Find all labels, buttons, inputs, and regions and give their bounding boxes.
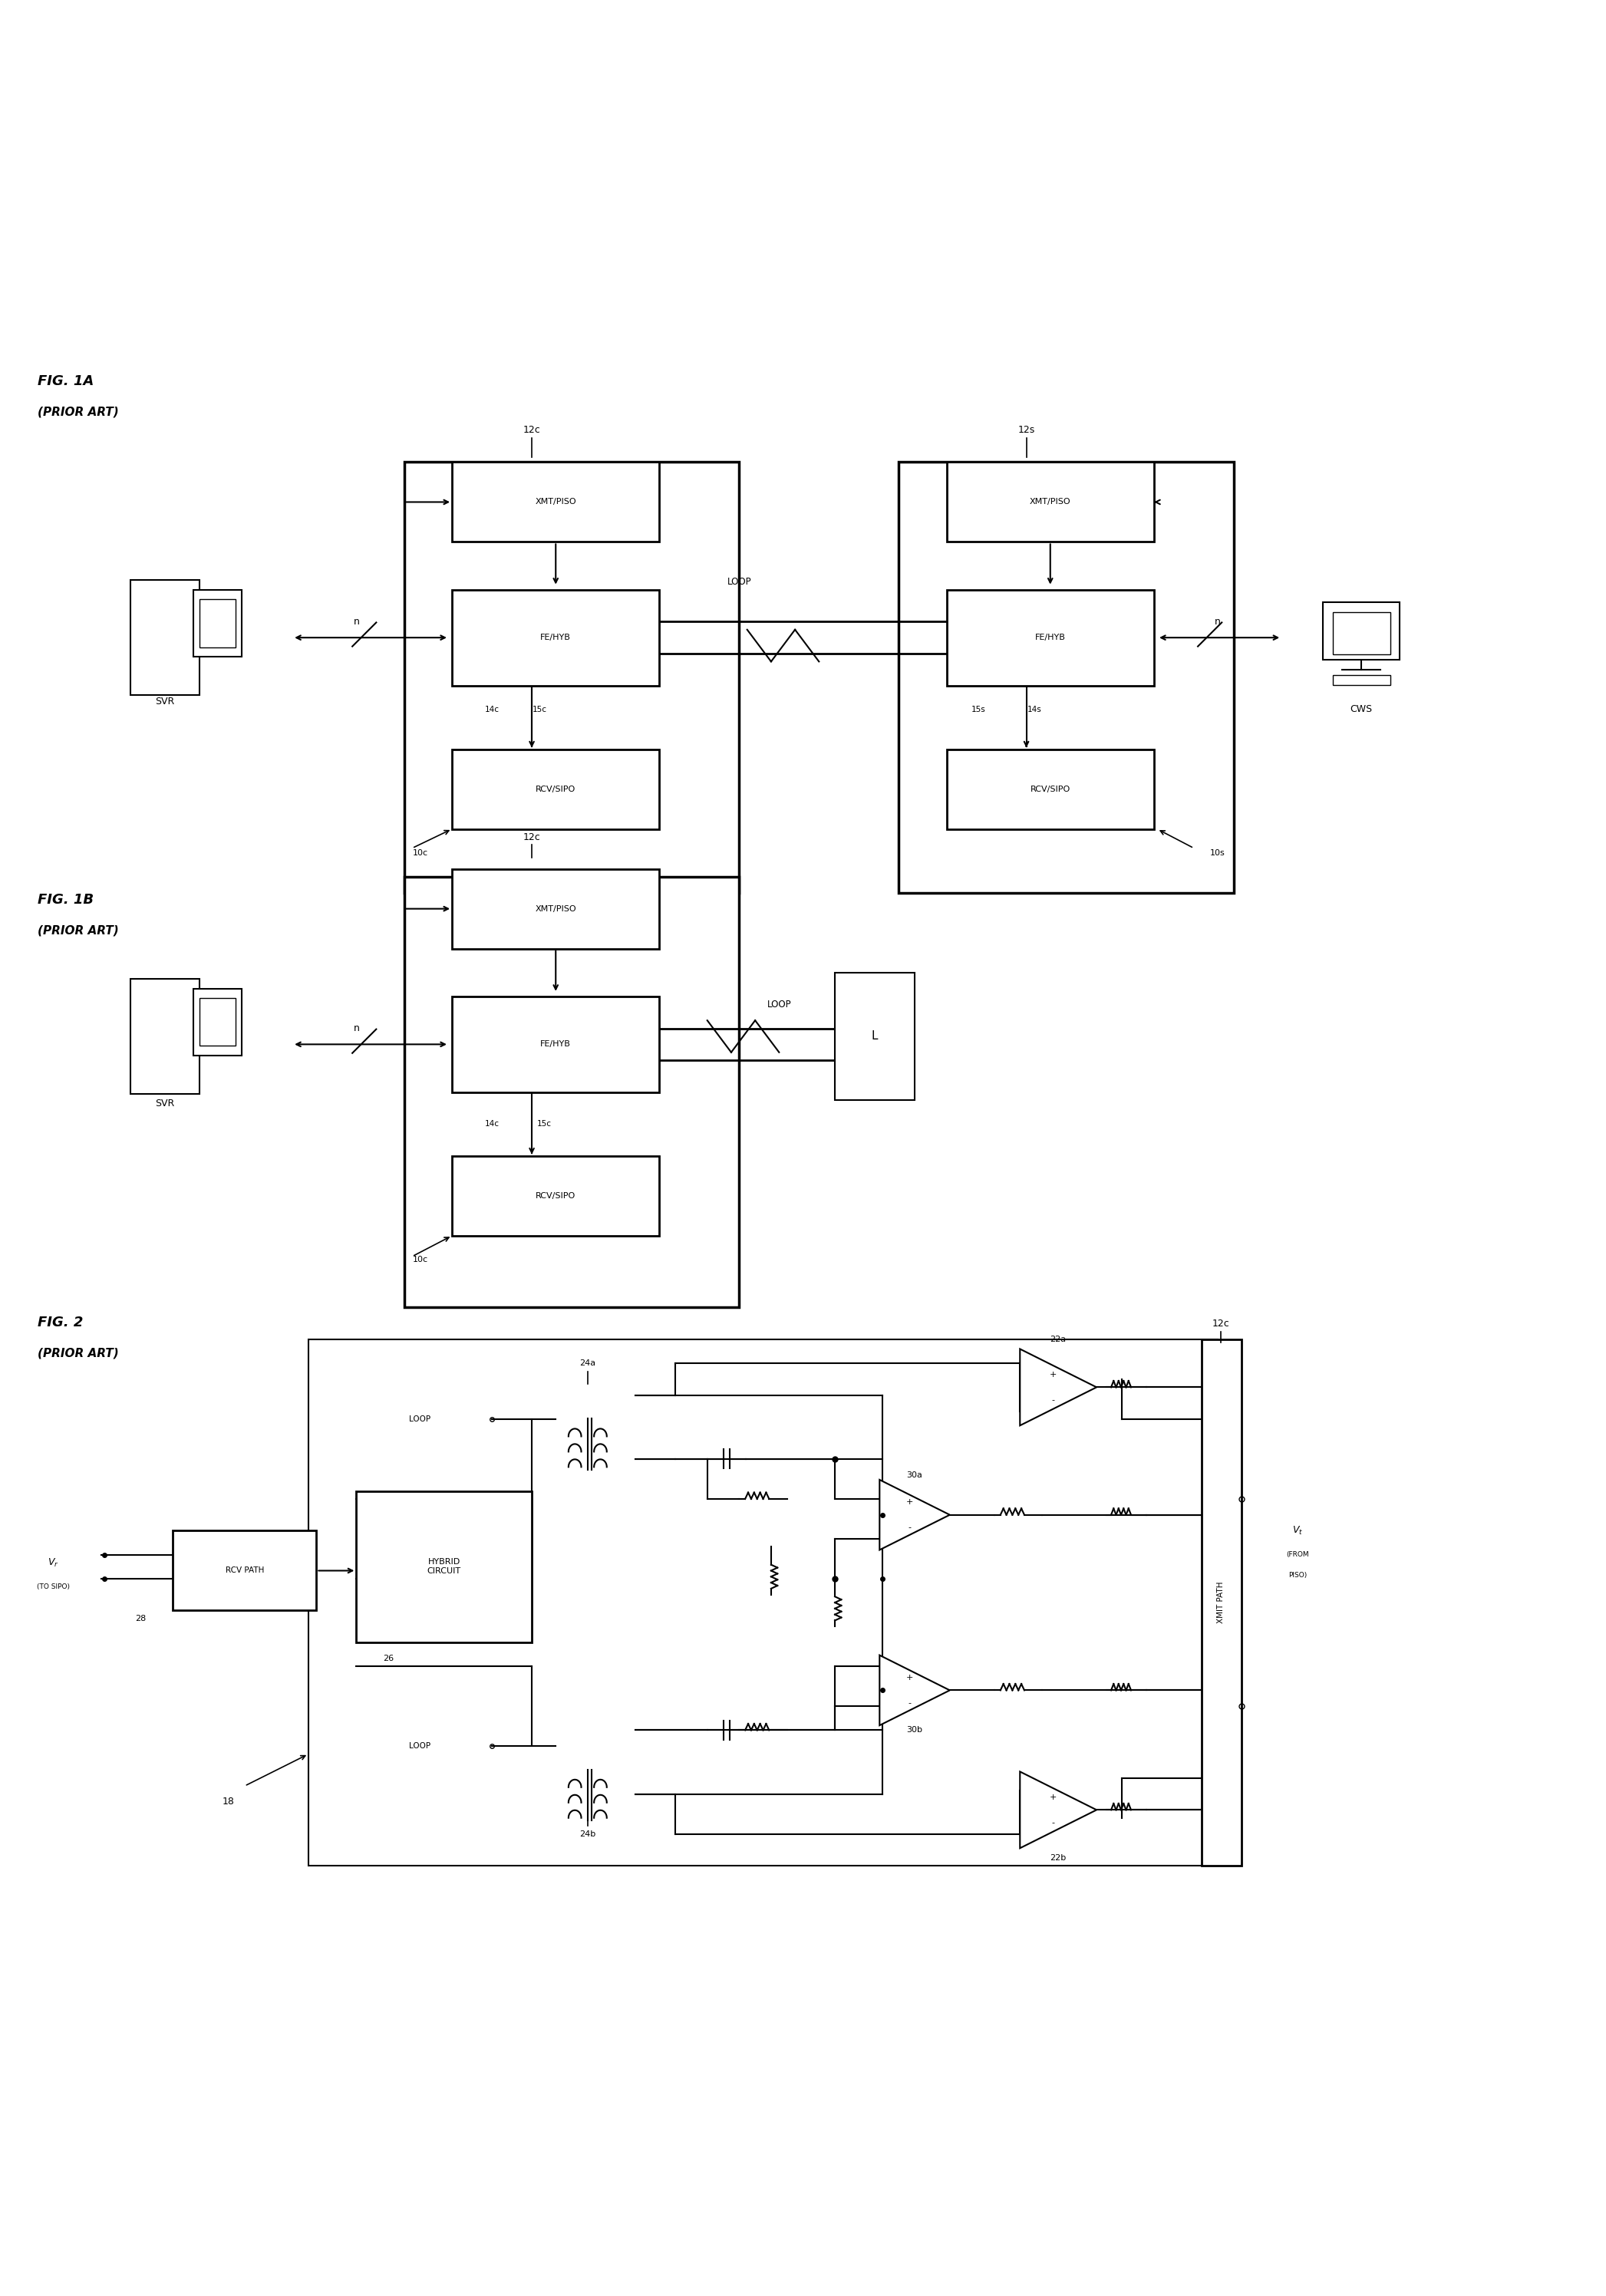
Text: 12s: 12s [1018, 425, 1034, 436]
Polygon shape [1020, 1350, 1097, 1426]
Text: 22b: 22b [1050, 1853, 1066, 1862]
Bar [199, 599, 236, 647]
Text: n: n [353, 618, 360, 627]
Bar [199, 999, 236, 1047]
Text: 14c: 14c [485, 705, 499, 714]
Text: 14c: 14c [485, 1120, 499, 1127]
Bar [194, 990, 241, 1056]
Text: 10s: 10s [1211, 850, 1225, 856]
Text: $V_t$: $V_t$ [1293, 1525, 1302, 1536]
FancyBboxPatch shape [405, 877, 739, 1306]
Text: 24b: 24b [580, 1830, 596, 1837]
Text: 30b: 30b [907, 1727, 923, 1733]
Bar [1333, 675, 1391, 684]
Text: 18: 18 [223, 1798, 234, 1807]
Text: PISO): PISO) [1288, 1573, 1307, 1580]
Text: RCV/SIPO: RCV/SIPO [1029, 785, 1070, 792]
Text: CWS: CWS [1351, 705, 1373, 714]
Text: RCV/SIPO: RCV/SIPO [536, 785, 577, 792]
Text: 12c: 12c [524, 831, 541, 843]
Text: 28: 28 [135, 1614, 146, 1623]
Text: n: n [353, 1024, 360, 1033]
Text: 10c: 10c [413, 1256, 427, 1263]
Bar [451, 1155, 660, 1235]
Bar [130, 978, 199, 1093]
Text: (PRIOR ART): (PRIOR ART) [37, 925, 119, 937]
Text: HYBRID
CIRCUIT: HYBRID CIRCUIT [427, 1559, 461, 1575]
Bar [451, 748, 660, 829]
Bar [946, 461, 1155, 542]
Text: 10c: 10c [413, 850, 427, 856]
FancyBboxPatch shape [1201, 1339, 1241, 1867]
Text: (FROM: (FROM [1286, 1552, 1309, 1559]
Text: LOOP: LOOP [768, 999, 792, 1010]
Text: n: n [1214, 618, 1221, 627]
Text: LOOP: LOOP [410, 1743, 430, 1750]
Text: FIG. 1B: FIG. 1B [37, 893, 93, 907]
Text: 30a: 30a [907, 1472, 923, 1479]
Text: (TO SIPO): (TO SIPO) [37, 1584, 69, 1591]
Text: 15c: 15c [538, 1120, 552, 1127]
Text: -: - [1052, 1396, 1055, 1403]
Bar [357, 1490, 532, 1642]
FancyBboxPatch shape [835, 974, 915, 1100]
Text: XMT/PISO: XMT/PISO [1029, 498, 1071, 505]
Text: +: + [1050, 1793, 1057, 1800]
Text: LOOP: LOOP [410, 1414, 430, 1424]
Polygon shape [880, 1655, 949, 1724]
Text: 24a: 24a [580, 1359, 596, 1366]
FancyBboxPatch shape [308, 1339, 1217, 1867]
Polygon shape [880, 1479, 949, 1550]
Text: XMT/PISO: XMT/PISO [535, 498, 577, 505]
Bar [1333, 613, 1391, 654]
Text: FE/HYB: FE/HYB [1034, 634, 1065, 641]
Text: L: L [872, 1031, 878, 1042]
Text: 26: 26 [382, 1655, 393, 1662]
Text: FE/HYB: FE/HYB [541, 634, 572, 641]
FancyBboxPatch shape [405, 461, 739, 893]
Text: XMIT PATH: XMIT PATH [1217, 1582, 1225, 1623]
Text: LOOP: LOOP [728, 576, 752, 588]
Text: FIG. 1A: FIG. 1A [37, 374, 93, 388]
Text: (PRIOR ART): (PRIOR ART) [37, 406, 119, 418]
Text: +: + [1050, 1371, 1057, 1378]
Text: SVR: SVR [156, 1097, 175, 1109]
Text: 12c: 12c [1213, 1318, 1230, 1329]
Text: +: + [906, 1674, 914, 1681]
Bar [451, 590, 660, 687]
Bar [173, 1531, 316, 1609]
FancyBboxPatch shape [899, 461, 1233, 893]
Text: FE/HYB: FE/HYB [541, 1040, 572, 1049]
Text: 14s: 14s [1028, 705, 1042, 714]
Text: 15s: 15s [972, 705, 986, 714]
Text: $V_r$: $V_r$ [48, 1557, 59, 1568]
Bar [1323, 602, 1400, 659]
Text: FIG. 2: FIG. 2 [37, 1316, 84, 1329]
Text: SVR: SVR [156, 696, 175, 707]
Text: -: - [1052, 1818, 1055, 1828]
Text: 22a: 22a [1050, 1336, 1066, 1343]
Bar [946, 748, 1155, 829]
Text: XMT/PISO: XMT/PISO [535, 905, 577, 912]
Text: +: + [906, 1499, 914, 1506]
Text: -: - [909, 1525, 912, 1531]
Text: 12c: 12c [524, 425, 541, 436]
Bar [451, 996, 660, 1093]
Bar [946, 590, 1155, 687]
Text: RCV PATH: RCV PATH [225, 1566, 263, 1575]
Polygon shape [1020, 1773, 1097, 1848]
Bar [130, 581, 199, 696]
Text: RCV/SIPO: RCV/SIPO [536, 1192, 577, 1201]
Bar [194, 590, 241, 657]
Text: 15c: 15c [533, 705, 548, 714]
Text: -: - [909, 1699, 912, 1706]
Text: (PRIOR ART): (PRIOR ART) [37, 1348, 119, 1359]
Bar [451, 461, 660, 542]
Bar [451, 868, 660, 948]
